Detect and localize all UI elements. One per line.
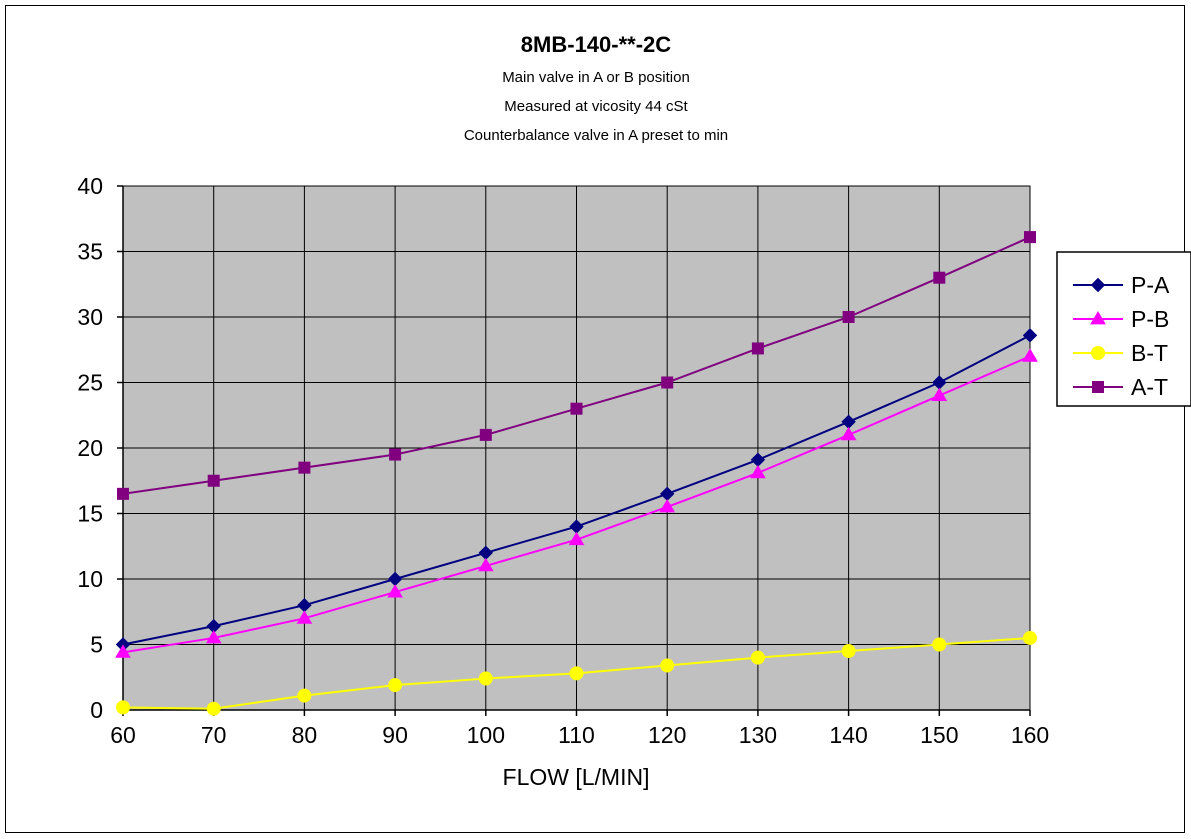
data-point-p-b	[931, 387, 948, 401]
series-layer	[115, 231, 1038, 716]
legend-marker-p-b	[1090, 311, 1106, 325]
y-tick-label: 15	[77, 501, 103, 527]
x-tick-label: 140	[829, 722, 867, 748]
x-tick-label: 60	[110, 722, 136, 748]
y-tick-label: 40	[77, 173, 103, 199]
data-point-a-t	[298, 461, 311, 474]
x-tick-label: 90	[382, 722, 408, 748]
data-point-p-b	[1022, 348, 1038, 362]
x-tick-label: 100	[467, 722, 505, 748]
data-point-p-b	[115, 644, 131, 658]
x-axis-title: FLOW [L/MIN]	[503, 764, 650, 790]
series-a-t	[117, 231, 1036, 500]
axes	[117, 185, 1031, 716]
legend-marker-b-t	[1091, 346, 1105, 360]
data-point-a-t	[207, 474, 220, 487]
x-tick-label: 70	[201, 722, 227, 748]
series-p-b	[115, 348, 1038, 658]
chart-subtitle-3: Counterbalance valve in A preset to min	[464, 127, 728, 144]
data-point-a-t	[570, 402, 583, 415]
data-point-b-t	[206, 701, 221, 716]
data-point-a-t	[842, 311, 855, 323]
series-b-t	[116, 630, 1037, 716]
data-point-p-b	[387, 584, 403, 598]
legend-box	[1056, 251, 1191, 407]
x-tick-label: 130	[739, 722, 777, 748]
legend-label-p-b: P-B	[1131, 306, 1169, 332]
y-tick-label: 0	[90, 697, 103, 723]
legend-marker-p-a	[1090, 277, 1106, 293]
x-tick-label: 150	[920, 722, 958, 748]
data-point-a-t	[479, 428, 492, 441]
data-point-p-b	[205, 629, 222, 644]
chart-subtitle-1: Main valve in A or B position	[502, 69, 690, 86]
data-point-b-t	[297, 688, 312, 703]
data-point-b-t	[478, 671, 493, 686]
data-point-b-t	[750, 650, 765, 665]
data-point-a-t	[661, 376, 674, 389]
data-point-a-t	[1024, 231, 1036, 244]
legend-label-a-t: A-T	[1131, 374, 1168, 400]
y-tick-label: 5	[90, 632, 103, 658]
data-point-b-t	[388, 678, 403, 693]
data-point-b-t	[932, 637, 947, 652]
legend: P-A P-B B-T A-T	[1056, 251, 1191, 407]
y-tick-label: 10	[77, 566, 103, 592]
x-tick-label: 110	[558, 722, 595, 748]
data-point-b-t	[116, 700, 130, 715]
x-tick-label: 120	[648, 722, 686, 748]
x-tick-label: 160	[1011, 722, 1049, 748]
y-tick-labels: 0 5 10 15 20 25 30 35 40	[77, 173, 103, 723]
x-tick-labels: 60 70 80 90 100 110 120 130 140 150 160	[110, 722, 1049, 748]
legend-label-b-t: B-T	[1131, 340, 1168, 366]
gridlines	[122, 185, 1031, 711]
data-point-a-t	[117, 487, 129, 500]
x-tick-label: 80	[292, 722, 318, 748]
data-point-p-b	[568, 531, 585, 546]
data-point-p-a	[1022, 328, 1038, 343]
data-point-p-b	[840, 426, 857, 441]
data-point-b-t	[660, 658, 675, 673]
data-point-b-t	[569, 666, 584, 681]
chart-title: 8MB-140-**-2C	[521, 32, 671, 57]
y-tick-label: 35	[77, 239, 103, 265]
legend-marker-a-t	[1092, 381, 1104, 393]
data-point-a-t	[389, 448, 402, 461]
legend-label-p-a: P-A	[1131, 272, 1170, 298]
data-point-b-t	[841, 644, 856, 659]
y-tick-label: 20	[77, 435, 103, 461]
y-tick-label: 25	[77, 370, 103, 396]
data-point-p-b	[296, 610, 313, 624]
data-point-p-b	[659, 498, 676, 513]
chart-subtitle-2: Measured at vicosity 44 cSt	[504, 98, 688, 115]
y-tick-label: 30	[77, 304, 103, 330]
series-p-a	[115, 328, 1038, 652]
data-point-a-t	[933, 271, 946, 284]
data-point-p-b	[477, 557, 494, 572]
data-point-p-b	[750, 464, 766, 479]
data-point-a-t	[751, 342, 764, 355]
data-point-b-t	[1023, 630, 1037, 645]
